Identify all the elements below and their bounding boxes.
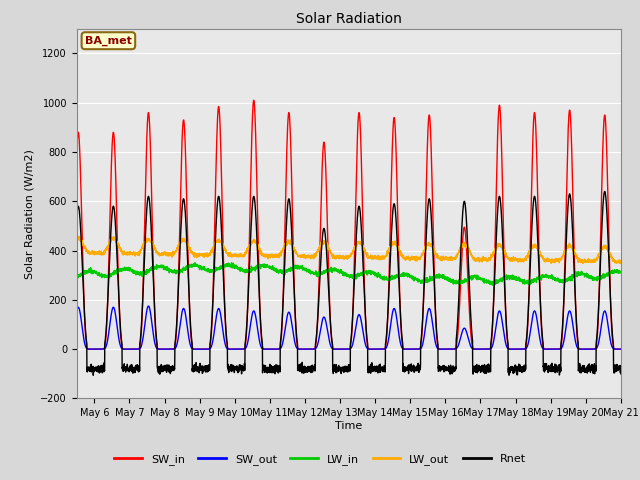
Rnet [225, 367, 233, 372]
SW_in [412, 346, 419, 352]
LW_in [617, 269, 625, 275]
SW_out [225, 346, 233, 352]
SW_out [86, 346, 93, 352]
SW_in [73, 148, 81, 154]
LW_in [488, 282, 496, 288]
SW_out [412, 346, 419, 352]
LW_in [566, 277, 573, 283]
Rnet [601, 189, 609, 194]
SW_in [566, 108, 573, 113]
LW_out [76, 233, 83, 239]
Rnet [90, 372, 97, 378]
LW_out [225, 253, 233, 259]
SW_out [566, 308, 573, 314]
SW_out [617, 346, 625, 352]
SW_out [617, 346, 625, 352]
LW_in [402, 272, 410, 278]
SW_in [189, 346, 197, 352]
Line: SW_out: SW_out [77, 306, 621, 349]
Title: Solar Radiation: Solar Radiation [296, 12, 402, 26]
LW_out [402, 257, 410, 263]
Line: LW_out: LW_out [77, 236, 621, 264]
LW_in [412, 276, 419, 282]
Rnet [412, 366, 419, 372]
LW_in [225, 262, 233, 268]
Rnet [402, 367, 410, 373]
SW_in [250, 97, 258, 103]
Line: SW_in: SW_in [77, 100, 621, 349]
Line: LW_in: LW_in [77, 263, 621, 285]
LW_out [565, 243, 573, 249]
Text: BA_met: BA_met [85, 36, 132, 46]
Rnet [189, 369, 197, 375]
Legend: SW_in, SW_out, LW_in, LW_out, Rnet: SW_in, SW_out, LW_in, LW_out, Rnet [110, 450, 530, 469]
SW_in [86, 346, 93, 352]
Line: Rnet: Rnet [77, 192, 621, 375]
LW_in [617, 269, 625, 275]
SW_in [617, 346, 625, 352]
Rnet [617, 371, 625, 377]
X-axis label: Time: Time [335, 421, 362, 431]
Rnet [73, 213, 81, 218]
SW_in [402, 346, 410, 352]
SW_out [402, 346, 410, 352]
Rnet [617, 364, 625, 370]
LW_out [579, 261, 587, 266]
SW_in [617, 346, 625, 352]
SW_in [225, 346, 233, 352]
SW_out [145, 303, 152, 309]
Y-axis label: Solar Radiation (W/m2): Solar Radiation (W/m2) [25, 149, 35, 278]
LW_in [189, 263, 197, 268]
Rnet [565, 192, 573, 197]
LW_out [412, 255, 419, 261]
LW_out [73, 236, 81, 241]
SW_out [73, 308, 81, 313]
LW_out [189, 251, 197, 257]
LW_out [617, 260, 625, 266]
LW_out [617, 258, 625, 264]
SW_out [190, 346, 198, 352]
LW_in [191, 260, 199, 265]
LW_in [73, 273, 81, 279]
